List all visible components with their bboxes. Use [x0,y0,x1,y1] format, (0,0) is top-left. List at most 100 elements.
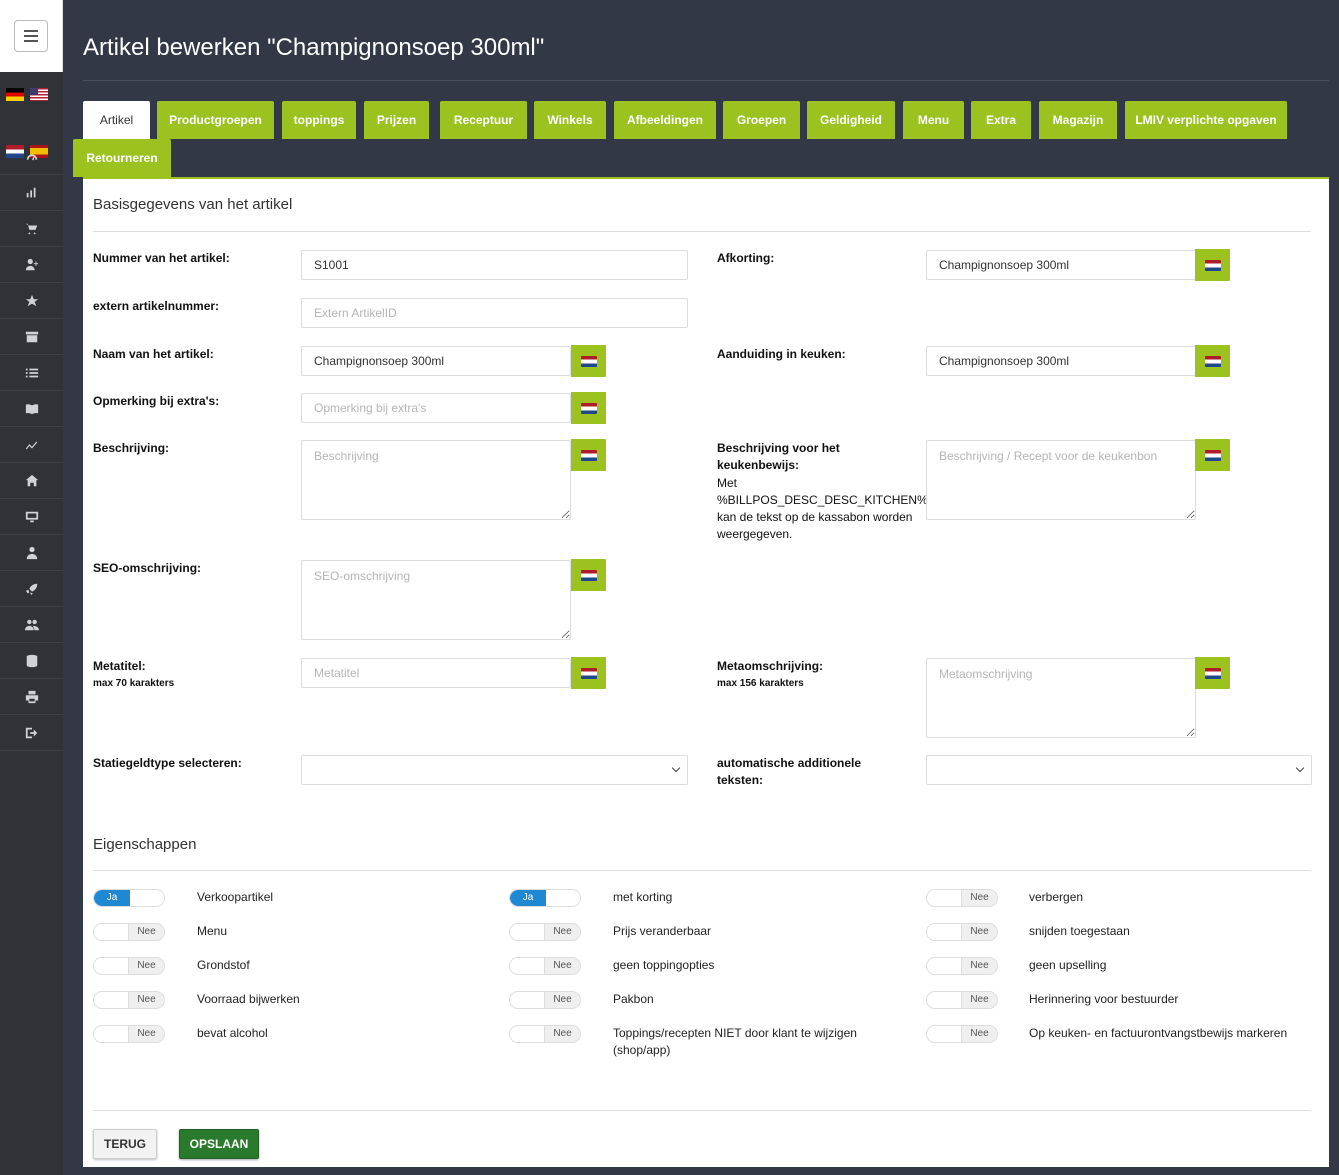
flag-de-icon[interactable] [6,88,24,101]
toggle-switch[interactable]: Nee [93,923,165,941]
translate-keuken-button[interactable] [1195,345,1230,377]
save-button[interactable]: OPSLAAN [179,1129,259,1159]
toggle-on-label: Ja [510,890,546,906]
property-label: Grondstof [197,958,250,972]
toggle-switch[interactable]: Nee [93,1025,165,1043]
sidebar-item-users[interactable] [0,607,63,643]
section-divider [93,870,1311,871]
tab-afbeeldingen[interactable]: Afbeeldingen [614,101,716,139]
toggle-switch[interactable]: Nee [509,923,581,941]
sidebar-item-monitor[interactable] [0,499,63,535]
sidebar-item-star[interactable] [0,283,63,319]
beschrijving-textarea[interactable] [301,440,571,520]
statiegeld-select[interactable] [301,755,688,785]
toggle-switch[interactable]: Nee [926,991,998,1009]
bon-textarea[interactable] [926,440,1196,520]
toggle-switch[interactable]: Nee [926,1025,998,1043]
sidebar-item-speedometer[interactable] [0,139,63,175]
sidebar-item-user-plus[interactable] [0,247,63,283]
flag-nl-icon [1204,355,1221,367]
sidebar-item-user[interactable] [0,535,63,571]
toggle-knob [927,1026,963,1042]
toggle-switch[interactable]: Nee [509,957,581,975]
nummer-input[interactable] [301,250,688,280]
toggle-off-label: Nee [961,1026,997,1042]
naam-input[interactable] [301,346,571,376]
flag-nl-icon[interactable] [6,145,24,158]
toggle-switch[interactable]: Nee [509,991,581,1009]
keuken-input[interactable] [926,346,1196,376]
property-label: Herinnering voor bestuurder [1029,992,1179,1006]
property-label: bevat alcohol [197,1026,268,1040]
tab-artikel[interactable]: Artikel [83,101,150,139]
tab-magazijn[interactable]: Magazijn [1039,101,1117,139]
sidebar-item-archive[interactable] [0,319,63,355]
property-label: Voorraad bijwerken [197,992,300,1006]
bar-chart-icon [26,187,35,197]
back-button[interactable]: TERUG [93,1129,157,1159]
toggle-switch[interactable]: Nee [926,923,998,941]
extern-input[interactable] [301,298,688,328]
flag-us-icon[interactable] [30,88,48,101]
sidebar-item-database[interactable] [0,643,63,679]
tab-extra[interactable]: Extra [971,101,1031,139]
toggle-switch[interactable]: Ja [509,889,581,907]
translate-metatitel-button[interactable] [571,657,606,689]
toggle-switch[interactable]: Ja [93,889,165,907]
opmerking-input[interactable] [301,393,571,423]
property-label: Pakbon [613,992,654,1006]
sidebar-item-bar-chart[interactable] [0,175,63,211]
seo-textarea[interactable] [301,560,571,640]
sidebar-item-home[interactable] [0,463,63,499]
tab-receptuur[interactable]: Receptuur [440,101,527,139]
sidebar-item-printer[interactable] [0,679,63,715]
book-icon [25,403,38,414]
sidebar-item-rocket[interactable] [0,571,63,607]
toggle-switch[interactable]: Nee [93,957,165,975]
tab-prijzen[interactable]: Prijzen [364,101,429,139]
metatitel-label: Metatitel: max 70 karakters [93,658,174,692]
flag-es-icon[interactable] [30,145,48,158]
toggle-knob [94,992,130,1008]
sidebar-item-logout[interactable] [0,715,63,751]
afkorting-input[interactable] [926,250,1196,280]
toggle-switch[interactable]: Nee [926,889,998,907]
printer-icon [25,690,38,703]
metaomschrijving-label: Metaomschrijving: max 156 karakters [717,658,823,692]
tab-menu[interactable]: Menu [903,101,964,139]
sidebar-item-cart[interactable] [0,211,63,247]
translate-metaomschrijving-button[interactable] [1195,657,1230,689]
sidebar-item-list[interactable] [0,355,63,391]
tab-toppings[interactable]: toppings [282,101,356,139]
toggle-knob [94,958,130,974]
translate-beschrijving-button[interactable] [571,439,606,471]
tab-productgroepen[interactable]: Productgroepen [157,101,274,139]
metaomschrijving-textarea[interactable] [926,658,1196,738]
naam-label: Naam van het artikel: [93,347,214,361]
toggle-switch[interactable]: Nee [509,1025,581,1043]
toggle-switch[interactable]: Nee [926,957,998,975]
flag-nl-icon [580,402,597,414]
tab-groepen[interactable]: Groepen [723,101,800,139]
hamburger-menu-button[interactable] [14,20,48,52]
flag-nl-icon [580,449,597,461]
translate-afkorting-button[interactable] [1195,249,1230,281]
sidebar-item-book[interactable] [0,391,63,427]
translate-naam-button[interactable] [571,345,606,377]
archive-icon [25,331,38,342]
translate-bon-button[interactable] [1195,439,1230,471]
tab-retourneren[interactable]: Retourneren [73,139,171,177]
translate-opmerking-button[interactable] [571,392,606,424]
sidebar-item-line-chart[interactable] [0,427,63,463]
toggle-switch[interactable]: Nee [93,991,165,1009]
translate-seo-button[interactable] [571,559,606,591]
toggle-off-label: Nee [544,992,580,1008]
star-icon [25,294,38,306]
rocket-icon [25,583,37,595]
toggle-off-label: Nee [128,924,164,940]
metatitel-input[interactable] [301,658,571,688]
tab-winkels[interactable]: Winkels [534,101,606,139]
tab-lmiv-verplichte-opgaven[interactable]: LMIV verplichte opgaven [1125,101,1287,139]
tab-geldigheid[interactable]: Geldigheid [807,101,895,139]
auto-teksten-select[interactable] [926,755,1312,785]
